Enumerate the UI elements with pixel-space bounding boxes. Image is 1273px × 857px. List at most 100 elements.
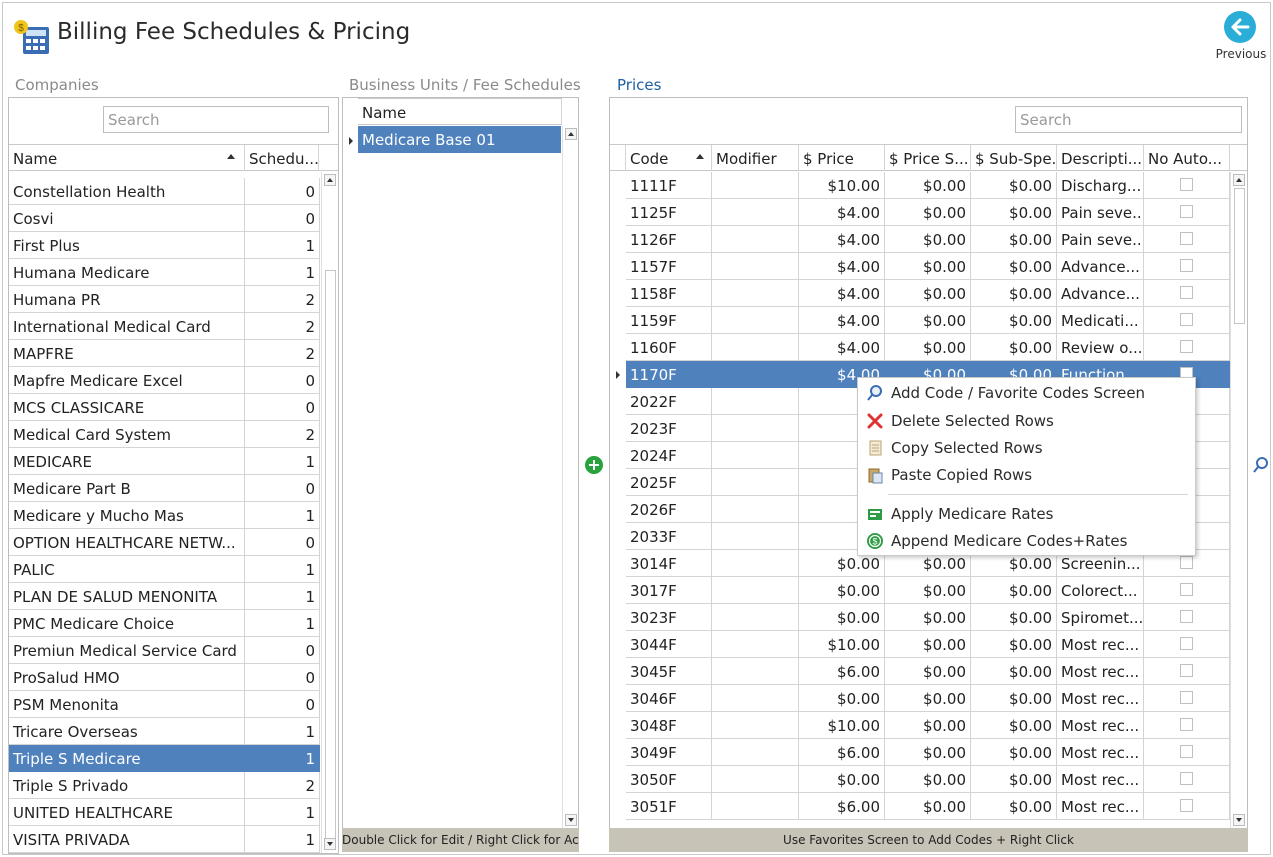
company-schedule-count-cell: 1 bbox=[245, 232, 320, 259]
no-auto-checkbox[interactable] bbox=[1180, 637, 1193, 650]
company-row[interactable]: Premiun Medical Service Card 0 bbox=[9, 637, 320, 664]
no-auto-checkbox[interactable] bbox=[1180, 205, 1193, 218]
company-row[interactable]: PMC Medicare Choice 1 bbox=[9, 610, 320, 637]
no-auto-checkbox[interactable] bbox=[1180, 340, 1193, 353]
company-schedule-count-cell: 0 bbox=[245, 475, 320, 502]
column-header-schedules[interactable]: Schedu... bbox=[245, 145, 319, 171]
column-header-no-auto[interactable]: No Auto... bbox=[1144, 145, 1230, 171]
company-row[interactable]: PALIC 1 bbox=[9, 556, 320, 583]
no-auto-checkbox[interactable] bbox=[1180, 718, 1193, 731]
column-header-modifier[interactable]: Modifier bbox=[712, 145, 799, 171]
price-row[interactable]: 1160F $4.00 $0.00 $0.00 Review o... bbox=[610, 334, 1230, 361]
price-row[interactable]: 3046F $0.00 $0.00 $0.00 Most rec... bbox=[610, 685, 1230, 712]
company-row[interactable]: PSM Menonita 0 bbox=[9, 691, 320, 718]
column-header-price[interactable]: $ Price bbox=[799, 145, 885, 171]
context-menu: Add Code / Favorite Codes Screen Delete … bbox=[857, 377, 1196, 556]
company-row[interactable]: Cosvi 0 bbox=[9, 205, 320, 232]
company-row[interactable]: Triple S Privado 2 bbox=[9, 772, 320, 799]
zoom-magnifier-icon[interactable] bbox=[1252, 456, 1270, 474]
company-row[interactable]: Triple S Medicare 1 bbox=[9, 745, 320, 772]
price-row[interactable]: 1158F $4.00 $0.00 $0.00 Advance... bbox=[610, 280, 1230, 307]
price-row[interactable]: 1125F $4.00 $0.00 $0.00 Pain seve... bbox=[610, 199, 1230, 226]
company-row[interactable]: Constellation Health 0 bbox=[9, 178, 320, 205]
paste-icon bbox=[868, 468, 883, 484]
price-row[interactable]: 3049F $6.00 $0.00 $0.00 Most rec... bbox=[610, 739, 1230, 766]
companies-search-input[interactable]: Search bbox=[103, 106, 329, 133]
price-row[interactable]: 3014F $0.00 $0.00 $0.00 Screenin... bbox=[610, 550, 1230, 577]
scroll-thumb[interactable] bbox=[1234, 188, 1245, 324]
company-row[interactable]: UNITED HEALTHCARE 1 bbox=[9, 799, 320, 826]
scroll-down-button[interactable] bbox=[324, 838, 336, 850]
schedule-row[interactable]: Medicare Base 01 bbox=[358, 126, 561, 153]
column-header-name[interactable]: Name bbox=[9, 145, 245, 171]
menu-item-paste-rows[interactable]: Paste Copied Rows bbox=[858, 462, 1195, 488]
column-header-schedule-name[interactable]: Name bbox=[358, 99, 562, 125]
price-row[interactable]: 3017F $0.00 $0.00 $0.00 Colorect... bbox=[610, 577, 1230, 604]
company-row[interactable]: Mapfre Medicare Excel 0 bbox=[9, 367, 320, 394]
company-row[interactable]: PLAN DE SALUD MENONITA 1 bbox=[9, 583, 320, 610]
company-row[interactable]: MAPFRE 2 bbox=[9, 340, 320, 367]
no-auto-checkbox[interactable] bbox=[1180, 583, 1193, 596]
company-row[interactable]: First Plus 1 bbox=[9, 232, 320, 259]
no-auto-checkbox[interactable] bbox=[1180, 799, 1193, 812]
price-desc-cell: Most rec... bbox=[1057, 685, 1144, 712]
price-row[interactable]: 1159F $4.00 $0.00 $0.00 Medicati... bbox=[610, 307, 1230, 334]
company-row[interactable]: Humana PR 2 bbox=[9, 286, 320, 313]
company-row[interactable]: VISITA PRIVADA 1 bbox=[9, 826, 320, 853]
no-auto-checkbox[interactable] bbox=[1180, 313, 1193, 326]
company-row[interactable]: International Medical Card 2 bbox=[9, 313, 320, 340]
no-auto-checkbox[interactable] bbox=[1180, 259, 1193, 272]
price-row[interactable]: 1126F $4.00 $0.00 $0.00 Pain seve... bbox=[610, 226, 1230, 253]
no-auto-checkbox[interactable] bbox=[1180, 286, 1193, 299]
company-row[interactable]: Tricare Overseas 1 bbox=[9, 718, 320, 745]
menu-item-copy-rows[interactable]: Copy Selected Rows bbox=[858, 435, 1195, 461]
scroll-up-button[interactable] bbox=[324, 174, 336, 186]
price-row[interactable]: 3050F $0.00 $0.00 $0.00 Most rec... bbox=[610, 766, 1230, 793]
company-row[interactable]: Medicare y Mucho Mas 1 bbox=[9, 502, 320, 529]
menu-item-apply-medicare-rates[interactable]: Apply Medicare Rates bbox=[858, 501, 1195, 527]
price-row[interactable]: 1157F $4.00 $0.00 $0.00 Advance... bbox=[610, 253, 1230, 280]
price-row[interactable]: 3045F $6.00 $0.00 $0.00 Most rec... bbox=[610, 658, 1230, 685]
price-row[interactable]: 3044F $10.00 $0.00 $0.00 Most rec... bbox=[610, 631, 1230, 658]
column-header-price-s[interactable]: $ Price S... bbox=[885, 145, 971, 171]
column-header-sub-spe[interactable]: $ Sub-Spe... bbox=[971, 145, 1057, 171]
schedules-scrollbar[interactable] bbox=[562, 126, 578, 829]
companies-scrollbar[interactable] bbox=[321, 172, 338, 853]
company-row[interactable]: OPTION HEALTHCARE NETW... 0 bbox=[9, 529, 320, 556]
no-auto-checkbox[interactable] bbox=[1180, 178, 1193, 191]
scroll-up-button[interactable] bbox=[1233, 174, 1245, 186]
column-header-description[interactable]: Descripti... bbox=[1057, 145, 1144, 171]
company-row[interactable]: MCS CLASSICARE 0 bbox=[9, 394, 320, 421]
price-price-cell: $4.00 bbox=[799, 334, 885, 361]
no-auto-checkbox[interactable] bbox=[1180, 772, 1193, 785]
price-sub-cell: $0.00 bbox=[971, 793, 1057, 820]
price-row[interactable]: 3023F $0.00 $0.00 $0.00 Spiromet... bbox=[610, 604, 1230, 631]
company-row[interactable]: MEDICARE 1 bbox=[9, 448, 320, 475]
no-auto-checkbox[interactable] bbox=[1180, 664, 1193, 677]
previous-button[interactable]: Previous bbox=[1215, 11, 1267, 63]
price-desc-cell: Screenin... bbox=[1057, 550, 1144, 577]
price-row[interactable]: 1111F $10.00 $0.00 $0.00 Discharg... bbox=[610, 172, 1230, 199]
menu-item-add-code[interactable]: Add Code / Favorite Codes Screen bbox=[858, 380, 1195, 406]
price-row[interactable]: 3051F $6.00 $0.00 $0.00 Most rec... bbox=[610, 793, 1230, 820]
price-row[interactable]: 3048F $10.00 $0.00 $0.00 Most rec... bbox=[610, 712, 1230, 739]
scroll-down-button[interactable] bbox=[565, 814, 577, 826]
scroll-up-button[interactable] bbox=[565, 128, 577, 140]
add-price-icon[interactable] bbox=[585, 456, 603, 474]
menu-item-delete-rows[interactable]: Delete Selected Rows bbox=[858, 408, 1195, 434]
column-header-code[interactable]: Code bbox=[626, 145, 712, 171]
no-auto-checkbox[interactable] bbox=[1180, 232, 1193, 245]
company-row[interactable]: ProSalud HMO 0 bbox=[9, 664, 320, 691]
no-auto-checkbox[interactable] bbox=[1180, 610, 1193, 623]
company-row[interactable]: Medical Card System 2 bbox=[9, 421, 320, 448]
prices-scrollbar[interactable] bbox=[1230, 172, 1247, 829]
company-row[interactable]: Humana Medicare 1 bbox=[9, 259, 320, 286]
no-auto-checkbox[interactable] bbox=[1180, 556, 1193, 569]
scroll-down-button[interactable] bbox=[1233, 814, 1245, 826]
no-auto-checkbox[interactable] bbox=[1180, 745, 1193, 758]
no-auto-checkbox[interactable] bbox=[1180, 691, 1193, 704]
menu-item-append-medicare[interactable]: $ Append Medicare Codes+Rates bbox=[858, 528, 1195, 554]
scroll-thumb[interactable] bbox=[325, 270, 336, 840]
prices-search-input[interactable]: Search bbox=[1015, 106, 1242, 133]
